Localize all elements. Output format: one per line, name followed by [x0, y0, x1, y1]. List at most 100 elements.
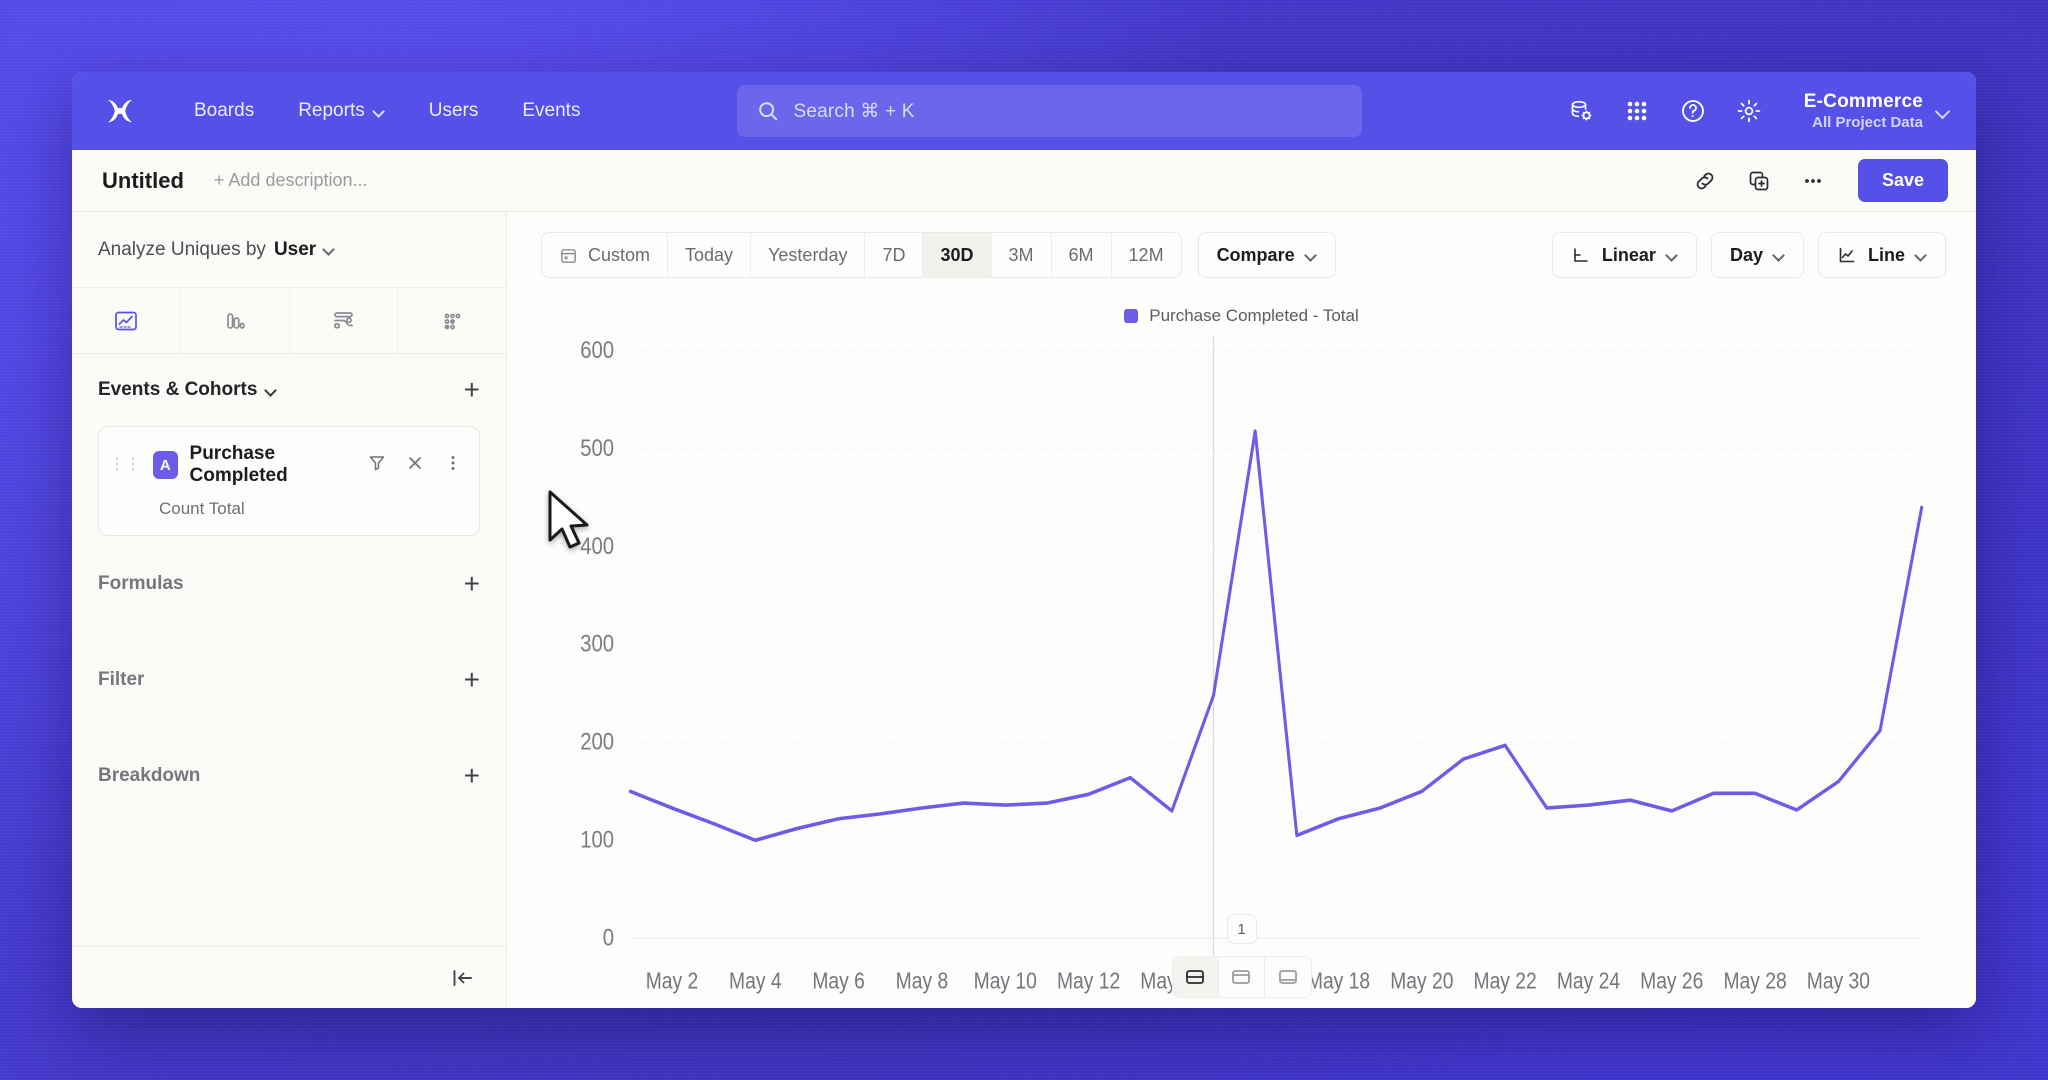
axis-icon [1574, 248, 1588, 262]
search-input[interactable]: Search ⌘ + K [737, 85, 1363, 137]
breakdown-title: Breakdown [98, 765, 201, 786]
date-range-30d[interactable]: 30D [923, 233, 992, 277]
svg-text:600: 600 [580, 336, 614, 363]
duplicate-add-icon[interactable] [1746, 168, 1772, 194]
analyze-unit-selector[interactable]: User [274, 239, 335, 261]
event-card: ⋮⋮ A Purchase Completed [98, 426, 480, 536]
legend-label[interactable]: Purchase Completed - Total [1149, 306, 1359, 325]
help-circle-icon[interactable] [1678, 96, 1708, 126]
breakdown-section: Breakdown + [72, 728, 506, 824]
event-measure[interactable]: Count Total [159, 499, 245, 518]
chevron-down-icon [1916, 250, 1927, 261]
chevron-down-icon [266, 385, 277, 396]
close-icon[interactable] [405, 453, 425, 478]
analyze-label: Analyze Uniques by [98, 238, 266, 260]
chart-canvas-wrapper: 0 100 200 300 400 500 600 May 2 May 4 May 6 May 8… [507, 330, 1976, 1008]
nav-link-events[interactable]: Events [500, 92, 602, 130]
mixpanel-logo-icon[interactable] [98, 89, 142, 133]
svg-text:400: 400 [580, 532, 614, 559]
top-navigation-bar: Boards Reports Users Events Search ⌘ + K [72, 72, 1976, 150]
filter-icon[interactable] [367, 453, 387, 478]
line-chart-svg[interactable]: 0 100 200 300 400 500 600 May 2 May 4 May 6 May 8… [541, 334, 1942, 1008]
svg-text:300: 300 [580, 630, 614, 657]
date-range-custom[interactable]: Custom [542, 233, 669, 277]
svg-text:May 24: May 24 [1557, 969, 1620, 994]
more-vertical-icon[interactable] [443, 453, 463, 478]
svg-text:May 4: May 4 [729, 969, 782, 994]
save-button[interactable]: Save [1857, 159, 1948, 202]
event-badge: A [153, 451, 178, 479]
chart-y-tick-labels: 0 100 200 300 400 500 600 [580, 336, 614, 950]
add-breakdown-button[interactable]: + [463, 760, 480, 791]
chevron-down-icon [1937, 105, 1950, 118]
svg-text:200: 200 [580, 728, 614, 755]
apps-grid-icon[interactable] [1622, 96, 1652, 126]
chart-legend: Purchase Completed - Total [507, 298, 1976, 330]
more-horizontal-icon[interactable] [1800, 168, 1826, 194]
nav-link-label: Boards [194, 100, 255, 121]
visualization-tabs [72, 288, 506, 354]
section-label: Events & Cohorts [98, 379, 258, 400]
chart-page-indicator[interactable]: 1 [1226, 914, 1257, 944]
date-range-12m[interactable]: 12M [1112, 233, 1181, 277]
compare-button[interactable]: Compare [1197, 232, 1336, 278]
interval-label: Day [1729, 244, 1763, 265]
nav-link-label: Events [522, 100, 581, 121]
chart-type-selector[interactable]: Line [1817, 232, 1946, 278]
nav-link-boards[interactable]: Boards [172, 92, 276, 130]
date-range-7d[interactable]: 7D [865, 233, 924, 277]
date-range-label: 6M [1068, 244, 1094, 265]
date-range-3m[interactable]: 3M [992, 233, 1052, 277]
svg-text:May 8: May 8 [896, 969, 949, 994]
event-name[interactable]: Purchase Completed [189, 443, 288, 486]
add-description-button[interactable]: + Add description... [213, 170, 368, 190]
layout-top-icon[interactable] [1219, 957, 1265, 997]
svg-text:100: 100 [580, 826, 614, 853]
viztab-flow-chart[interactable] [290, 288, 399, 353]
events-cohorts-title[interactable]: Events & Cohorts [98, 379, 277, 401]
svg-text:May 18: May 18 [1307, 969, 1370, 994]
add-event-button[interactable]: + [463, 374, 480, 405]
report-actions: Save [1692, 159, 1948, 202]
svg-text:May 22: May 22 [1474, 969, 1537, 994]
project-selector[interactable]: E-Commerce All Project Data [1804, 90, 1954, 133]
svg-text:May 20: May 20 [1390, 969, 1453, 994]
nav-link-reports[interactable]: Reports [276, 92, 407, 130]
flow-chart-icon [334, 311, 354, 328]
top-nav-actions: E-Commerce All Project Data [1566, 90, 1954, 133]
layout-switcher [1171, 956, 1312, 998]
date-range-yesterday[interactable]: Yesterday [751, 233, 866, 277]
svg-text:May 26: May 26 [1640, 969, 1703, 994]
date-range-6m[interactable]: 6M [1052, 233, 1112, 277]
date-range-today[interactable]: Today [668, 233, 752, 277]
analyze-unit-label: User [273, 238, 317, 260]
page-title[interactable]: Untitled [102, 167, 184, 193]
drag-handle-icon[interactable]: ⋮⋮ [109, 455, 141, 473]
database-gear-icon[interactable] [1566, 96, 1596, 126]
add-formula-button[interactable]: + [463, 568, 480, 599]
viztab-bar-chart[interactable] [181, 288, 290, 353]
viztab-line-chart[interactable] [72, 288, 181, 353]
viztab-dot-matrix[interactable] [398, 288, 506, 353]
chart-series-line [628, 429, 1924, 843]
chevron-down-icon [324, 244, 335, 255]
filter-section: Filter + [72, 632, 506, 728]
nav-link-users[interactable]: Users [407, 92, 501, 130]
search-placeholder: Search ⌘ + K [793, 100, 915, 122]
project-name: E-Commerce [1803, 90, 1923, 112]
interval-selector[interactable]: Day [1710, 232, 1804, 278]
layout-bottom-icon[interactable] [1265, 957, 1311, 997]
date-range-label: 7D [882, 244, 906, 265]
layout-split-horizontal-icon[interactable] [1172, 957, 1219, 997]
svg-text:May 30: May 30 [1807, 969, 1870, 994]
svg-text:0: 0 [603, 924, 614, 951]
date-range-selector: Custom Today Yesterday 7D 30D [541, 232, 1182, 278]
scale-selector[interactable]: Linear [1551, 232, 1697, 278]
nav-link-label: Users [428, 100, 479, 121]
collapse-panel-icon[interactable] [450, 965, 476, 991]
chart-toolbar: Custom Today Yesterday 7D 30D [507, 212, 1976, 298]
add-filter-button[interactable]: + [463, 664, 480, 695]
link-icon[interactable] [1692, 168, 1718, 194]
gear-icon[interactable] [1734, 96, 1764, 126]
